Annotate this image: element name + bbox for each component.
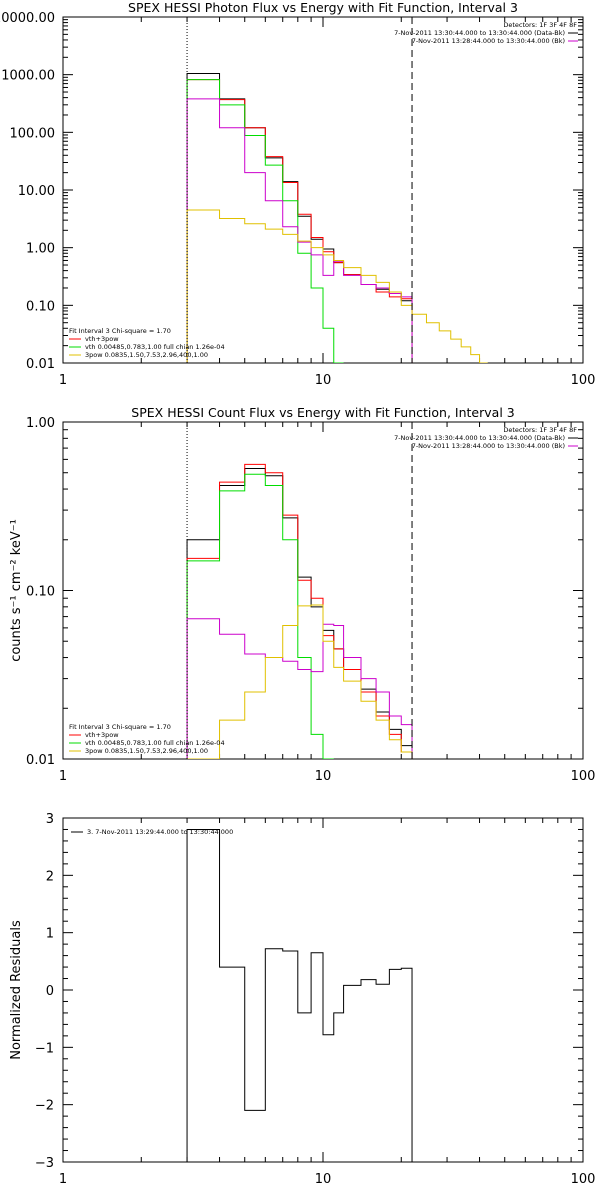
- info-line: Detectors: 1F 3F 4F 8F: [503, 426, 577, 434]
- fit-legend-line: vth 0.00485,0.783,1.00 full chian 1.26e-…: [85, 343, 225, 351]
- fit-legend-line: vth+3pow: [85, 335, 119, 343]
- series-step-line-1: [186, 467, 413, 759]
- x-tick-label: 10: [315, 1172, 332, 1187]
- chart-title: SPEX HESSI Photon Flux vs Energy with Fi…: [128, 0, 518, 15]
- x-tick-label: 100: [571, 373, 596, 388]
- series-step-line-3: [186, 473, 334, 759]
- y-tick-label: 0.01: [26, 357, 55, 372]
- y-tick-label: 1: [46, 927, 54, 942]
- series-step-line-1: [186, 828, 413, 1162]
- y-tick-label: 0.10: [26, 299, 55, 314]
- fit-legend-line: Fit Interval 3 Chi-square = 1.70: [69, 327, 171, 335]
- y-tick-label: 1.00: [26, 416, 55, 431]
- series-step-line-5: [187, 604, 413, 759]
- y-tick-label: 2: [46, 869, 54, 884]
- y-axis-label: Normalized Residuals: [9, 920, 24, 1060]
- info-line: 7-Nov-2011 13:30:44.000 to 13:30:44.000 …: [394, 29, 565, 37]
- series-step-line-4: [186, 98, 413, 363]
- series-step-line-2: [186, 79, 413, 363]
- info-line: 7-Nov-2011 13:28:44.000 to 13:30:44.000 …: [412, 442, 565, 450]
- y-tick-label: 1.00: [26, 242, 55, 257]
- plot-area-1: [186, 17, 488, 363]
- y-tick-label: −3: [35, 1156, 54, 1171]
- fit-legend-line: 3pow 0.0835,1.50,7.53,2.96,400,1.00: [85, 351, 208, 359]
- y-tick-label: 1000.00: [1, 69, 55, 84]
- fit-legend-line: vth+3pow: [85, 731, 119, 739]
- info-line: Detectors: 1F 3F 4F 8F: [503, 21, 577, 29]
- y-tick-label: 0.10: [26, 585, 55, 600]
- chart-panel-3: 1 10 100 −3 −2 −1 0 1 2 3 Normalized Residuals 3. 7…: [9, 812, 595, 1187]
- plot-area-2: [186, 422, 413, 759]
- y-tick-label: −2: [35, 1099, 54, 1114]
- y-tick-label: 10.00: [18, 184, 55, 199]
- info-line: 7-Nov-2011 13:30:44.000 to 13:30:44.000 …: [394, 434, 565, 442]
- x-tick-label: 1: [59, 373, 67, 388]
- x-tick-label: 1: [59, 1172, 67, 1187]
- y-tick-label: 0.01: [26, 753, 55, 768]
- residual-legend-label: 3. 7-Nov-2011 13:29:44.000 to 13:30:44.0…: [87, 828, 233, 836]
- y-tick-label: 0: [46, 984, 54, 999]
- plot-area-3: [186, 828, 413, 1162]
- y-tick-label: 100.00: [10, 126, 56, 141]
- info-line: 7-Nov-2011 13:28:44.000 to 13:30:44.000 …: [412, 37, 565, 45]
- y-tick-label: 3: [46, 812, 54, 827]
- fit-legend-line: Fit Interval 3 Chi-square = 1.70: [69, 723, 171, 731]
- x-tick-label: 100: [571, 1172, 596, 1187]
- y-axis-label: counts s⁻¹ cm⁻² keV⁻¹: [9, 519, 24, 662]
- fit-legend-line: 3pow 0.0835,1.50,7.53,2.96,400,1.00: [85, 747, 208, 755]
- x-tick-label: 10: [315, 769, 332, 784]
- x-tick-label: 1: [59, 769, 67, 784]
- series-step-line-5: [186, 209, 488, 363]
- series-step-line-4: [186, 618, 413, 759]
- chart-title: SPEX HESSI Count Flux vs Energy with Fit…: [131, 405, 514, 420]
- fit-legend-line: vth 0.00485,0.783,1.00 full chian 1.26e-…: [85, 739, 225, 747]
- x-tick-label: 100: [571, 769, 596, 784]
- chart-panel-2: 1 10 100 0.01 0.10 1.00 SPEX HESSI Count Flux …: [9, 405, 595, 784]
- x-tick-label: 10: [315, 373, 332, 388]
- y-tick-label: −1: [35, 1041, 54, 1056]
- y-tick-label: 10000.00: [0, 11, 55, 26]
- series-step-line-2: [186, 463, 413, 759]
- series-step-line-3: [186, 79, 344, 363]
- chart-panel-1: 1 10 100 0.01 0.10 1.00 10.00 100.00 1000.00 1000…: [0, 0, 595, 388]
- plot-frame: [62, 421, 584, 760]
